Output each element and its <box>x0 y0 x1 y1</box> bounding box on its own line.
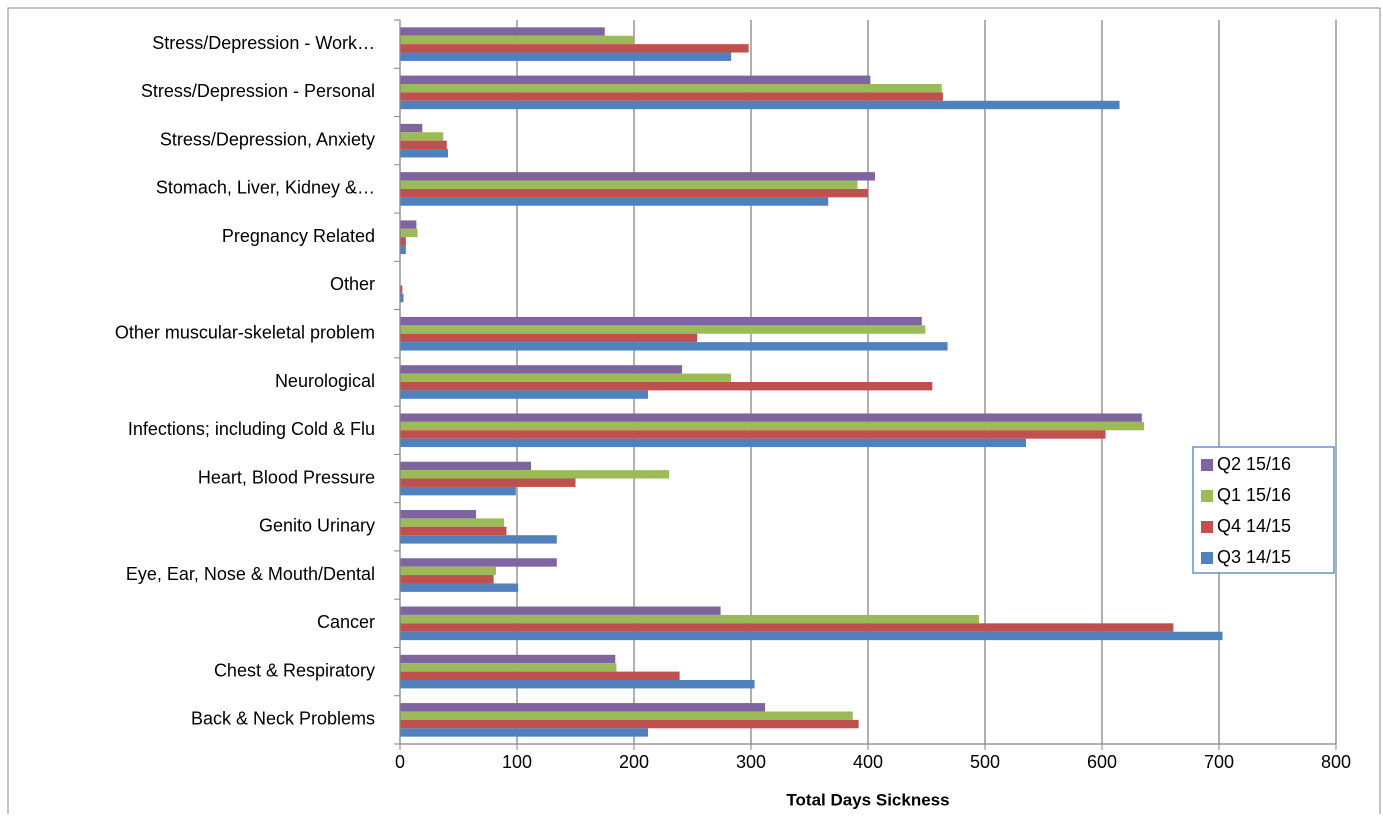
x-tick-label: 700 <box>1204 752 1234 772</box>
bar <box>400 100 1120 110</box>
x-tick-label: 400 <box>853 752 883 772</box>
y-tick-label: Cancer <box>317 612 375 632</box>
bar <box>400 92 943 101</box>
x-tick-label: 0 <box>395 752 405 772</box>
bar <box>400 631 1223 641</box>
bar <box>400 438 1026 448</box>
bar <box>400 703 766 712</box>
bar <box>400 140 447 150</box>
bar <box>400 27 605 36</box>
bar <box>400 413 1142 422</box>
bar <box>400 342 948 351</box>
bar <box>400 486 516 496</box>
bar <box>400 285 403 294</box>
bar <box>400 728 649 737</box>
bar <box>400 245 406 254</box>
legend-swatch <box>1201 459 1213 471</box>
bar <box>400 606 721 615</box>
bar <box>400 623 1174 632</box>
bar <box>400 390 649 399</box>
bar <box>400 711 853 720</box>
bar <box>400 180 858 189</box>
y-tick-label: Heart, Blood Pressure <box>198 467 375 487</box>
bar <box>400 188 868 198</box>
bar <box>400 149 448 158</box>
bar <box>400 52 732 61</box>
bar <box>400 719 859 729</box>
bar <box>400 365 682 374</box>
legend-label: Q3 14/15 <box>1217 547 1291 567</box>
legend-label: Q2 15/16 <box>1217 454 1291 474</box>
bar <box>400 35 634 45</box>
x-tick-label: 300 <box>736 752 766 772</box>
bar <box>400 583 519 592</box>
bar <box>400 461 532 471</box>
bar <box>400 518 505 527</box>
y-tick-label: Stomach, Liver, Kidney &… <box>156 178 375 198</box>
bar <box>400 316 922 326</box>
bar <box>400 325 926 334</box>
bar <box>400 478 576 487</box>
bar <box>400 132 444 141</box>
bar <box>400 373 732 382</box>
y-tick-label: Back & Neck Problems <box>191 709 375 729</box>
y-tick-label: Chest & Respiratory <box>214 660 375 680</box>
bar <box>400 44 749 53</box>
bar <box>400 614 980 624</box>
bar <box>400 421 1145 431</box>
x-tick-label: 100 <box>502 752 532 772</box>
y-tick-label: Stress/Depression - Personal <box>141 81 375 101</box>
bar <box>400 680 755 689</box>
bar <box>400 470 670 479</box>
bar <box>400 510 477 519</box>
bar <box>400 123 423 133</box>
bar <box>400 526 507 536</box>
bar <box>400 84 942 93</box>
y-tick-label: Other <box>330 274 375 294</box>
bar <box>400 575 494 584</box>
bar <box>400 197 829 206</box>
y-tick-label: Stress/Depression - Work… <box>152 33 375 53</box>
bar <box>400 228 418 238</box>
bar <box>400 172 876 181</box>
x-tick-label: 500 <box>970 752 1000 772</box>
bar <box>400 333 698 343</box>
bar <box>400 430 1106 439</box>
x-tick-label: 800 <box>1321 752 1351 772</box>
x-axis-title: Total Days Sickness <box>786 790 949 809</box>
legend-swatch <box>1201 521 1213 533</box>
bar <box>400 220 417 229</box>
y-tick-label: Stress/Depression, Anxiety <box>160 129 375 149</box>
y-tick-label: Infections; including Cold & Flu <box>128 419 375 439</box>
bar <box>400 75 871 84</box>
bar <box>400 566 496 576</box>
legend-swatch <box>1201 552 1213 564</box>
bar <box>400 293 404 303</box>
y-tick-label: Eye, Ear, Nose & Mouth/Dental <box>126 564 375 584</box>
y-tick-label: Pregnancy Related <box>222 226 375 246</box>
legend-box <box>1192 446 1335 574</box>
legend-label: Q1 15/16 <box>1217 485 1291 505</box>
y-tick-label: Neurological <box>275 371 375 391</box>
bar <box>400 558 557 567</box>
bar <box>400 663 617 672</box>
bar <box>400 535 557 544</box>
y-tick-label: Genito Urinary <box>259 516 375 536</box>
bar <box>400 671 680 680</box>
legend-swatch <box>1201 490 1213 502</box>
legend-label: Q4 14/15 <box>1217 516 1291 536</box>
bar <box>400 654 616 664</box>
bar <box>400 382 933 391</box>
bar <box>400 237 406 246</box>
y-tick-label: Other muscular-skeletal problem <box>115 322 375 342</box>
chart-border <box>7 7 1381 819</box>
x-tick-label: 600 <box>1087 752 1117 772</box>
x-tick-label: 200 <box>619 752 649 772</box>
